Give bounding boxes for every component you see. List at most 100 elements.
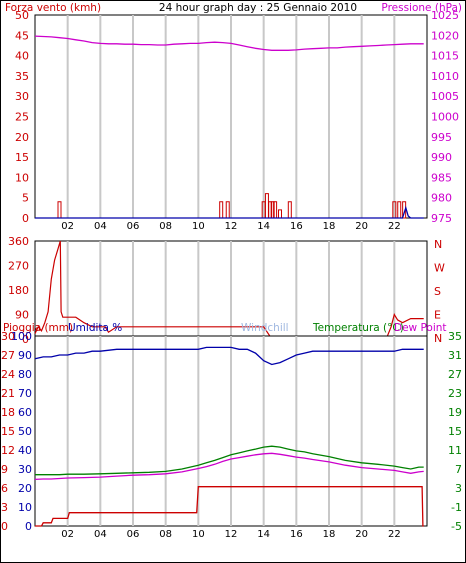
legend-dewpoint: Dew Point xyxy=(394,322,447,334)
compass-label: W xyxy=(434,262,445,275)
humidity-tick-label: 70 xyxy=(18,387,32,400)
x-tick-label: 12 xyxy=(225,221,238,232)
x-tick-label: 16 xyxy=(290,529,303,540)
legend-temperature: Temperatura (°C) xyxy=(312,322,404,334)
compass-label: S xyxy=(434,285,441,298)
x-tick-label: 22 xyxy=(388,221,401,232)
grid-wind-pressure xyxy=(66,15,396,218)
pressure-tick-label: 1010 xyxy=(431,70,459,83)
x-tick-label: 10 xyxy=(192,221,205,232)
pressure-tick-label: 1025 xyxy=(431,9,459,22)
rain-tick-label: 3 xyxy=(1,501,8,514)
x-tick-label: 02 xyxy=(61,529,74,540)
legend-rain: Pioggia (mm) xyxy=(3,322,73,334)
x-tick-label: 12 xyxy=(225,529,238,540)
x-tick-label: 04 xyxy=(94,221,107,232)
rain-tick-label: 21 xyxy=(1,387,15,400)
x-tick-label: 02 xyxy=(61,221,74,232)
direction-degree-label: 360 xyxy=(8,235,29,248)
humidity-tick-label: 50 xyxy=(18,425,32,438)
x-tick-label: 14 xyxy=(257,221,270,232)
humidity-axis-ticks: 0 10 20 30 40 50 60 70 80 90 100 xyxy=(11,330,32,533)
temperature-tick-label: -5 xyxy=(451,520,462,533)
pressure-axis-ticks: 975 980 985 990 995 1000 1005 1010 1015 1020 1025 xyxy=(431,9,459,225)
wind-tick-label: 25 xyxy=(15,111,29,124)
wind-tick-label: 15 xyxy=(15,151,29,164)
wind-axis-ticks: 0 5 10 15 20 25 30 35 40 45 50 xyxy=(15,9,29,225)
rain-axis-ticks: 0 3 6 9 12 15 18 21 24 27 30 xyxy=(1,330,15,533)
legend-windchill: Windchill xyxy=(241,322,289,334)
grid-wind-direction xyxy=(66,241,396,339)
direction-degree-label: 0 xyxy=(22,333,29,346)
wind-direction-line xyxy=(34,240,424,340)
wind-tick-label: 40 xyxy=(15,50,29,63)
temperature-tick-label: 31 xyxy=(448,349,462,362)
humidity-tick-label: 80 xyxy=(18,368,32,381)
wind-axis-label: Forza vento (kmh) xyxy=(5,2,101,14)
pressure-tick-label: 1020 xyxy=(431,29,459,42)
x-tick-label: 04 xyxy=(94,529,107,540)
x-tick-label: 14 xyxy=(257,529,270,540)
direction-degree-label: 90 xyxy=(15,309,29,322)
pressure-tick-label: 975 xyxy=(431,212,452,225)
panel-temperature-humidity: Pioggia (mm) Umidita % Windchill Tempera… xyxy=(1,322,462,540)
compass-label: N xyxy=(434,332,442,345)
series-wind-direction xyxy=(34,240,424,340)
pressure-tick-label: 990 xyxy=(431,151,452,164)
pressure-tick-label: 985 xyxy=(431,171,452,184)
series-wind-pressure xyxy=(34,35,424,219)
x-tick-label: 18 xyxy=(323,221,336,232)
temperature-tick-label: 35 xyxy=(448,330,462,343)
temperature-line xyxy=(35,445,424,476)
compass-label: N xyxy=(434,238,442,251)
x-axis-ticks-temperature-humidity: 02 04 06 08 10 12 14 16 18 20 22 xyxy=(61,529,400,540)
pressure-tick-label: 1015 xyxy=(431,50,459,63)
pressure-tick-label: 995 xyxy=(431,131,452,144)
x-tick-label: 10 xyxy=(192,529,205,540)
pressure-tick-label: 1000 xyxy=(431,111,459,124)
wind-gust-line xyxy=(35,205,424,219)
x-tick-label: 06 xyxy=(127,221,140,232)
rain-tick-label: 27 xyxy=(1,349,15,362)
rain-tick-label: 15 xyxy=(1,425,15,438)
rain-line xyxy=(35,486,424,527)
rain-tick-label: 24 xyxy=(1,368,15,381)
direction-degree-label: 270 xyxy=(8,260,29,273)
direction-degree-ticks: 0 90 180 270 360 xyxy=(8,235,29,346)
humidity-tick-label: 30 xyxy=(18,463,32,476)
wind-tick-label: 45 xyxy=(15,29,29,42)
humidity-tick-label: 60 xyxy=(18,406,32,419)
temperature-tick-label: -1 xyxy=(451,501,462,514)
pressure-tick-label: 980 xyxy=(431,192,452,205)
wind-tick-label: 10 xyxy=(15,171,29,184)
rain-tick-label: 18 xyxy=(1,406,15,419)
temperature-axis-ticks: -5 -1 3 7 11 15 19 23 27 31 35 xyxy=(448,330,462,533)
temperature-tick-label: 3 xyxy=(455,482,462,495)
x-tick-label: 16 xyxy=(290,221,303,232)
humidity-line xyxy=(34,346,424,366)
x-tick-label: 06 xyxy=(127,529,140,540)
humidity-tick-label: 20 xyxy=(18,482,32,495)
wind-tick-label: 5 xyxy=(22,192,29,205)
x-tick-label: 20 xyxy=(355,529,368,540)
rain-tick-label: 30 xyxy=(1,330,15,343)
wind-tick-label: 30 xyxy=(15,90,29,103)
legend-humidity: Umidita % xyxy=(68,322,122,334)
panel-wind-pressure: Forza vento (kmh) 24 hour graph day : 25… xyxy=(5,2,462,232)
rain-tick-label: 9 xyxy=(1,463,8,476)
rain-tick-label: 0 xyxy=(1,520,8,533)
x-tick-label: 08 xyxy=(159,221,172,232)
humidity-tick-label: 10 xyxy=(18,501,32,514)
rain-tick-label: 6 xyxy=(1,482,8,495)
dewpoint-line xyxy=(34,452,424,481)
x-tick-label: 22 xyxy=(388,529,401,540)
wind-tick-label: 20 xyxy=(15,131,29,144)
humidity-tick-label: 90 xyxy=(18,349,32,362)
pressure-line xyxy=(34,35,424,51)
direction-degree-label: 180 xyxy=(8,284,29,297)
chart-title: 24 hour graph day : 25 Gennaio 2010 xyxy=(159,2,357,14)
temperature-tick-label: 11 xyxy=(448,444,462,457)
pressure-tick-label: 1005 xyxy=(431,90,459,103)
